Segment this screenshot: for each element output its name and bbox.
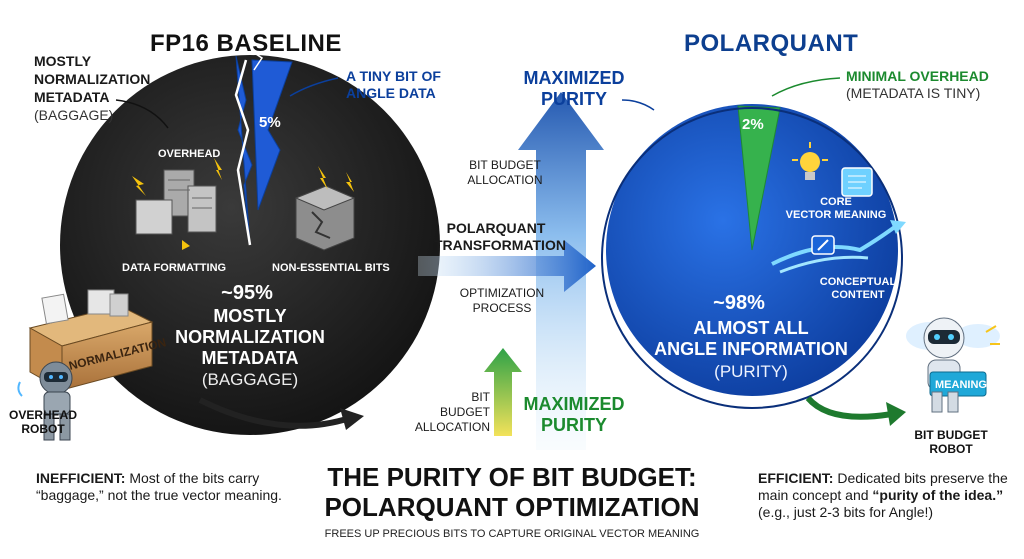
bit-budget-allocation-top: BIT BUDGET ALLOCATION bbox=[466, 158, 544, 188]
minimal-overhead-line1: MINIMAL OVERHEAD bbox=[846, 68, 989, 84]
left-main-desc: MOSTLY NORMALIZATION METADATA bbox=[152, 306, 348, 369]
bit-budget-allocation-bottom: BIT BUDGET ALLOCATION bbox=[408, 390, 490, 435]
meaning-box-label: MEANING bbox=[935, 379, 987, 391]
inefficient-note-text: Most of the bits carry “baggage,” not th… bbox=[36, 470, 282, 503]
subtitle: FREES UP PRECIOUS BITS TO CAPTURE ORIGIN… bbox=[324, 528, 700, 540]
optimization-process-line1: OPTIMIZATION bbox=[459, 286, 545, 300]
metadata-callout: MOSTLY NORMALIZATION METADATA (BAGGAGE) bbox=[34, 52, 194, 124]
right-main-desc-line1: ALMOST ALL bbox=[693, 318, 809, 338]
angle-callout-line1: A TINY BIT OF bbox=[346, 68, 441, 84]
right-pie-overhead-slice bbox=[737, 105, 781, 251]
efficient-note-text1: Dedicated bits preserve the main concept… bbox=[758, 470, 1008, 503]
non-essential-label: NON-ESSENTIAL BITS bbox=[272, 262, 390, 274]
core-vector-meaning-line2: VECTOR MEANING bbox=[785, 209, 887, 221]
left-pie bbox=[60, 49, 440, 435]
minimal-overhead-callout: MINIMAL OVERHEAD (METADATA IS TINY) bbox=[846, 68, 1016, 102]
left-flow-arrow bbox=[198, 397, 351, 429]
maximized-leader bbox=[621, 99, 655, 111]
conceptual-content-label: CONCEPTUAL CONTENT bbox=[808, 276, 908, 302]
bit-budget-robot-label-line2: ROBOT bbox=[929, 442, 973, 456]
right-main-desc: ALMOST ALL ANGLE INFORMATION bbox=[646, 318, 856, 360]
overhead-label: OVERHEAD bbox=[158, 148, 221, 160]
bit-budget-robot-label-line1: BIT BUDGET bbox=[914, 428, 988, 442]
main-title-line1: THE PURITY OF BIT BUDGET: bbox=[327, 462, 697, 492]
optimization-process-line2: PROCESS bbox=[472, 301, 532, 315]
inefficient-note: INEFFICIENT: Most of the bits carry “bag… bbox=[36, 470, 286, 504]
minimal-leader bbox=[771, 77, 841, 97]
main-title-line2: POLARQUANT OPTIMIZATION bbox=[324, 492, 700, 522]
bit-budget-allocation-top-line1: BIT BUDGET bbox=[469, 158, 541, 172]
angle-callout-line2: ANGLE DATA bbox=[346, 85, 436, 101]
maximized-purity-top: MAXIMIZED PURITY bbox=[504, 68, 644, 110]
bit-budget-allocation-bottom-line2: BUDGET bbox=[439, 405, 490, 419]
core-vector-meaning-line1: CORE bbox=[820, 196, 852, 208]
center-right-arrow bbox=[418, 240, 596, 292]
overhead-robot-label-line1: OVERHEAD bbox=[8, 408, 77, 422]
pie-crack bbox=[234, 59, 252, 246]
lightbulb-icon bbox=[792, 142, 828, 180]
left-slice-pct: 5% bbox=[259, 114, 281, 131]
right-main-pct: ~98% bbox=[713, 292, 765, 314]
metadata-leader bbox=[115, 99, 169, 129]
bit-budget-allocation-bottom-line1: BIT bbox=[471, 390, 490, 404]
maximized-purity-bottom-line2: PURITY bbox=[540, 415, 607, 435]
right-main-sub: (PURITY) bbox=[714, 362, 788, 381]
broken-cube-icon bbox=[294, 166, 356, 251]
server-stack-icon bbox=[132, 158, 222, 250]
left-pie-angle-slice bbox=[235, 55, 293, 246]
right-slice-pct: 2% bbox=[742, 116, 764, 133]
efficient-note: EFFICIENT: Dedicated bits preserve the m… bbox=[758, 470, 1020, 521]
left-main-desc-line1: MOSTLY bbox=[213, 306, 287, 326]
left-main-desc-line3: METADATA bbox=[201, 348, 299, 368]
left-main-sub: (BAGGAGE) bbox=[201, 370, 299, 389]
overhead-robot-label-line2: ROBOT bbox=[21, 422, 65, 436]
maximized-purity-bottom: MAXIMIZED PURITY bbox=[514, 394, 634, 436]
small-up-arrow bbox=[484, 348, 522, 436]
core-vector-meaning-label: CORE VECTOR MEANING bbox=[780, 196, 892, 222]
document-icon bbox=[841, 167, 873, 197]
metadata-callout-line4: (BAGGAGE) bbox=[34, 107, 114, 123]
main-title: THE PURITY OF BIT BUDGET: POLARQUANT OPT… bbox=[296, 462, 728, 522]
conceptual-content-line1: CONCEPTUAL bbox=[819, 276, 897, 288]
polarquant-transformation: POLARQUANT TRANSFORMATION bbox=[434, 220, 566, 254]
right-pie bbox=[601, 104, 903, 409]
pie-crack-shadow bbox=[249, 49, 264, 71]
bit-budget-robot-label: BIT BUDGET ROBOT bbox=[896, 428, 1006, 456]
right-panel-title: POLARQUANT bbox=[684, 30, 859, 57]
minimal-overhead-line2: (METADATA IS TINY) bbox=[846, 85, 981, 101]
metadata-callout-line3: METADATA bbox=[34, 89, 110, 105]
polarquant-transformation-line1: POLARQUANT bbox=[446, 220, 546, 236]
maximized-purity-top-line2: PURITY bbox=[540, 89, 607, 109]
polarquant-transformation-line2: TRANSFORMATION bbox=[434, 237, 566, 253]
left-main-desc-line2: NORMALIZATION bbox=[175, 327, 325, 347]
angle-leader bbox=[289, 77, 339, 97]
concept-wave-icon bbox=[771, 220, 906, 274]
maximized-purity-bottom-line1: MAXIMIZED bbox=[523, 394, 625, 414]
left-panel-title: FP16 BASELINE bbox=[150, 30, 342, 57]
right-main-desc-line2: ANGLE INFORMATION bbox=[654, 339, 848, 359]
bit-budget-allocation-top-line2: ALLOCATION bbox=[467, 173, 543, 187]
conceptual-content-line2: CONTENT bbox=[831, 289, 885, 301]
left-main-pct: ~95% bbox=[221, 282, 273, 304]
bit-budget-allocation-bottom-line3: ALLOCATION bbox=[414, 420, 490, 434]
metadata-callout-line2: NORMALIZATION bbox=[34, 71, 151, 87]
bit-budget-robot-icon: MEANING bbox=[906, 317, 1000, 413]
metadata-callout-line1: MOSTLY bbox=[34, 53, 92, 69]
efficient-note-text2: (e.g., just 2-3 bits for Angle!) bbox=[758, 504, 934, 520]
efficient-note-bold: EFFICIENT: bbox=[758, 470, 834, 486]
overhead-robot-icon: NORMALIZATION bbox=[17, 289, 168, 441]
right-flow-arrow bbox=[805, 395, 893, 420]
data-formatting-label: DATA FORMATTING bbox=[122, 262, 227, 274]
overhead-robot-label: OVERHEAD ROBOT bbox=[8, 408, 78, 436]
optimization-process: OPTIMIZATION PROCESS bbox=[452, 286, 552, 316]
inefficient-note-bold: INEFFICIENT: bbox=[36, 470, 126, 486]
efficient-note-bold2: “purity of the idea.” bbox=[872, 487, 1004, 503]
maximized-purity-top-line1: MAXIMIZED bbox=[523, 68, 625, 88]
angle-callout: A TINY BIT OF ANGLE DATA bbox=[346, 68, 486, 102]
